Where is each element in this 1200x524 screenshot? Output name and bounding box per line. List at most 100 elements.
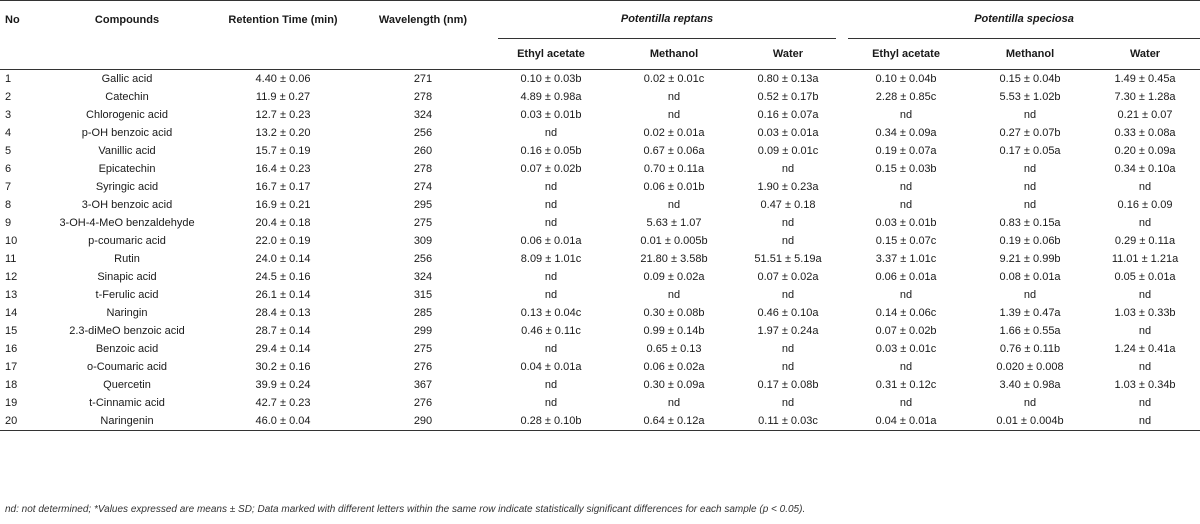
header-ethyl-acetate-reptans: Ethyl acetate: [488, 39, 614, 70]
cell-speciosa-water: 0.05 ± 0.01a: [1114, 271, 1176, 283]
cell-reptans-ethyl-acetate: 0.04 ± 0.01a: [520, 361, 582, 373]
header-group-potentilla-reptans: Potentilla reptans: [620, 13, 714, 25]
cell-speciosa-ethyl-acetate: 0.15 ± 0.03b: [875, 163, 937, 175]
cell-no: 4: [5, 127, 12, 139]
cell-reptans-ethyl-acetate: nd: [544, 199, 558, 211]
cell-speciosa-methanol: 0.27 ± 0.07b: [999, 127, 1061, 139]
cell-speciosa-ethyl-acetate: 0.10 ± 0.04b: [875, 73, 937, 85]
cell-speciosa-water: nd: [1138, 217, 1152, 229]
cell-no: 2: [5, 91, 12, 103]
cell-retention-time: 24.5 ± 0.16: [255, 271, 311, 283]
cell-wavelength: 275: [413, 217, 433, 229]
header-compounds: Compounds: [46, 0, 208, 39]
cell-speciosa-methanol: 0.76 ± 0.11b: [999, 343, 1061, 355]
cell-speciosa-methanol: nd: [1023, 181, 1037, 193]
cell-reptans-ethyl-acetate: 0.03 ± 0.01b: [520, 109, 582, 121]
cell-retention-time: 15.7 ± 0.19: [255, 145, 311, 157]
table-row: 8 3-OH benzoic acid 16.9 ± 0.21 295 nd nd 0.47…: [0, 196, 1200, 214]
cell-reptans-methanol: 0.02 ± 0.01c: [643, 73, 705, 85]
table-body: 1 Gallic acid 4.40 ± 0.06 271 0.10 ± 0.03b 0.…: [0, 70, 1200, 431]
cell-speciosa-ethyl-acetate: 0.03 ± 0.01c: [875, 343, 937, 355]
cell-speciosa-methanol: 3.40 ± 0.98a: [999, 379, 1061, 391]
cell-speciosa-ethyl-acetate: nd: [899, 181, 913, 193]
cell-compound: Sinapic acid: [97, 271, 157, 283]
cell-speciosa-ethyl-acetate: nd: [899, 289, 913, 301]
cell-no: 10: [5, 235, 18, 247]
cell-compound: Syringic acid: [95, 181, 159, 193]
header-water-reptans: Water: [734, 39, 843, 70]
cell-no: 7: [5, 181, 12, 193]
table-row: 9 3-OH-4-MeO benzaldehyde 20.4 ± 0.18 275 nd…: [0, 214, 1200, 232]
table-row: 4 p-OH benzoic acid 13.2 ± 0.20 256 nd 0.02 ±…: [0, 124, 1200, 142]
cell-reptans-ethyl-acetate: 0.13 ± 0.04c: [520, 307, 582, 319]
cell-reptans-methanol: 0.09 ± 0.02a: [643, 271, 705, 283]
table-row: 19 t-Cinnamic acid 42.7 ± 0.23 276 nd nd nd nd n…: [0, 394, 1200, 412]
cell-reptans-methanol: 0.30 ± 0.09a: [643, 379, 705, 391]
cell-speciosa-methanol: 0.01 ± 0.004b: [970, 412, 1091, 431]
cell-reptans-methanol: 5.63 ± 1.07: [646, 217, 702, 229]
cell-reptans-water: 1.97 ± 0.24a: [757, 325, 819, 337]
cell-reptans-ethyl-acetate: nd: [544, 271, 558, 283]
table-row: 7 Syringic acid 16.7 ± 0.17 274 nd 0.06 ± 0.0…: [0, 178, 1200, 196]
cell-speciosa-methanol: nd: [1023, 109, 1037, 121]
header-wavelength: Wavelength (nm): [358, 0, 488, 39]
cell-speciosa-methanol: 5.53 ± 1.02b: [999, 91, 1061, 103]
cell-retention-time: 16.4 ± 0.23: [255, 163, 311, 175]
cell-reptans-ethyl-acetate: nd: [544, 127, 558, 139]
cell-compound: Gallic acid: [101, 73, 153, 85]
cell-compound: p-coumaric acid: [88, 235, 166, 247]
cell-reptans-methanol: nd: [667, 397, 681, 409]
cell-no: 3: [5, 109, 12, 121]
cell-retention-time: 16.7 ± 0.17: [255, 181, 311, 193]
cell-reptans-water: 0.52 ± 0.17b: [757, 91, 819, 103]
cell-reptans-water: nd: [781, 163, 795, 175]
cell-reptans-ethyl-acetate: nd: [544, 181, 558, 193]
cell-speciosa-water: 0.21 ± 0.07: [1117, 109, 1173, 121]
cell-reptans-ethyl-acetate: 0.28 ± 0.10b: [488, 412, 614, 431]
cell-no: 5: [5, 145, 12, 157]
cell-reptans-water: nd: [781, 235, 795, 247]
table-row: 1 Gallic acid 4.40 ± 0.06 271 0.10 ± 0.03b 0.…: [0, 70, 1200, 89]
cell-reptans-water: nd: [781, 361, 795, 373]
cell-speciosa-ethyl-acetate: nd: [899, 361, 913, 373]
cell-reptans-methanol: 0.65 ± 0.13: [646, 343, 702, 355]
cell-speciosa-water: nd: [1138, 361, 1152, 373]
cell-wavelength: 367: [413, 379, 433, 391]
cell-reptans-water: 0.07 ± 0.02a: [757, 271, 819, 283]
cell-retention-time: 13.2 ± 0.20: [255, 127, 311, 139]
cell-reptans-ethyl-acetate: nd: [544, 379, 558, 391]
cell-speciosa-methanol: nd: [1023, 199, 1037, 211]
cell-speciosa-water: 1.24 ± 0.41a: [1114, 343, 1176, 355]
cell-speciosa-methanol: nd: [1023, 289, 1037, 301]
cell-compound: Epicatechin: [98, 163, 156, 175]
cell-wavelength: 256: [413, 127, 433, 139]
table-row: 17 o-Coumaric acid 30.2 ± 0.16 276 0.04 ± 0.…: [0, 358, 1200, 376]
cell-compound: 3-OH benzoic acid: [81, 199, 173, 211]
cell-compound: p-OH benzoic acid: [81, 127, 173, 139]
cell-speciosa-water: nd: [1138, 325, 1152, 337]
table-row: 6 Epicatechin 16.4 ± 0.23 278 0.07 ± 0.02b 0.…: [0, 160, 1200, 178]
cell-speciosa-ethyl-acetate: 0.07 ± 0.02b: [875, 325, 937, 337]
cell-retention-time: 30.2 ± 0.16: [255, 361, 311, 373]
cell-speciosa-ethyl-acetate: 0.03 ± 0.01b: [875, 217, 937, 229]
cell-reptans-ethyl-acetate: nd: [544, 397, 558, 409]
cell-no: 15: [5, 325, 18, 337]
cell-no: 12: [5, 271, 18, 283]
cell-wavelength: 276: [413, 397, 433, 409]
header-group-cell-1: Potentilla reptans: [488, 0, 843, 39]
cell-wavelength: 278: [413, 163, 433, 175]
cell-retention-time: 28.7 ± 0.14: [255, 325, 311, 337]
cell-speciosa-methanol: 0.08 ± 0.01a: [999, 271, 1061, 283]
cell-reptans-water: 0.09 ± 0.01c: [757, 145, 819, 157]
cell-wavelength: 276: [413, 361, 433, 373]
cell-reptans-water: 1.90 ± 0.23a: [757, 181, 819, 193]
cell-reptans-methanol: 0.67 ± 0.06a: [643, 145, 705, 157]
cell-reptans-water: 0.80 ± 0.13a: [757, 73, 819, 85]
cell-speciosa-water: 1.03 ± 0.34b: [1114, 379, 1176, 391]
cell-reptans-water: 51.51 ± 5.19a: [754, 253, 822, 265]
table-row: 16 Benzoic acid 29.4 ± 0.14 275 nd 0.65 ± 0.1…: [0, 340, 1200, 358]
cell-speciosa-water: nd: [1138, 181, 1152, 193]
cell-reptans-water: 0.47 ± 0.18: [760, 199, 816, 211]
cell-reptans-ethyl-acetate: nd: [544, 217, 558, 229]
